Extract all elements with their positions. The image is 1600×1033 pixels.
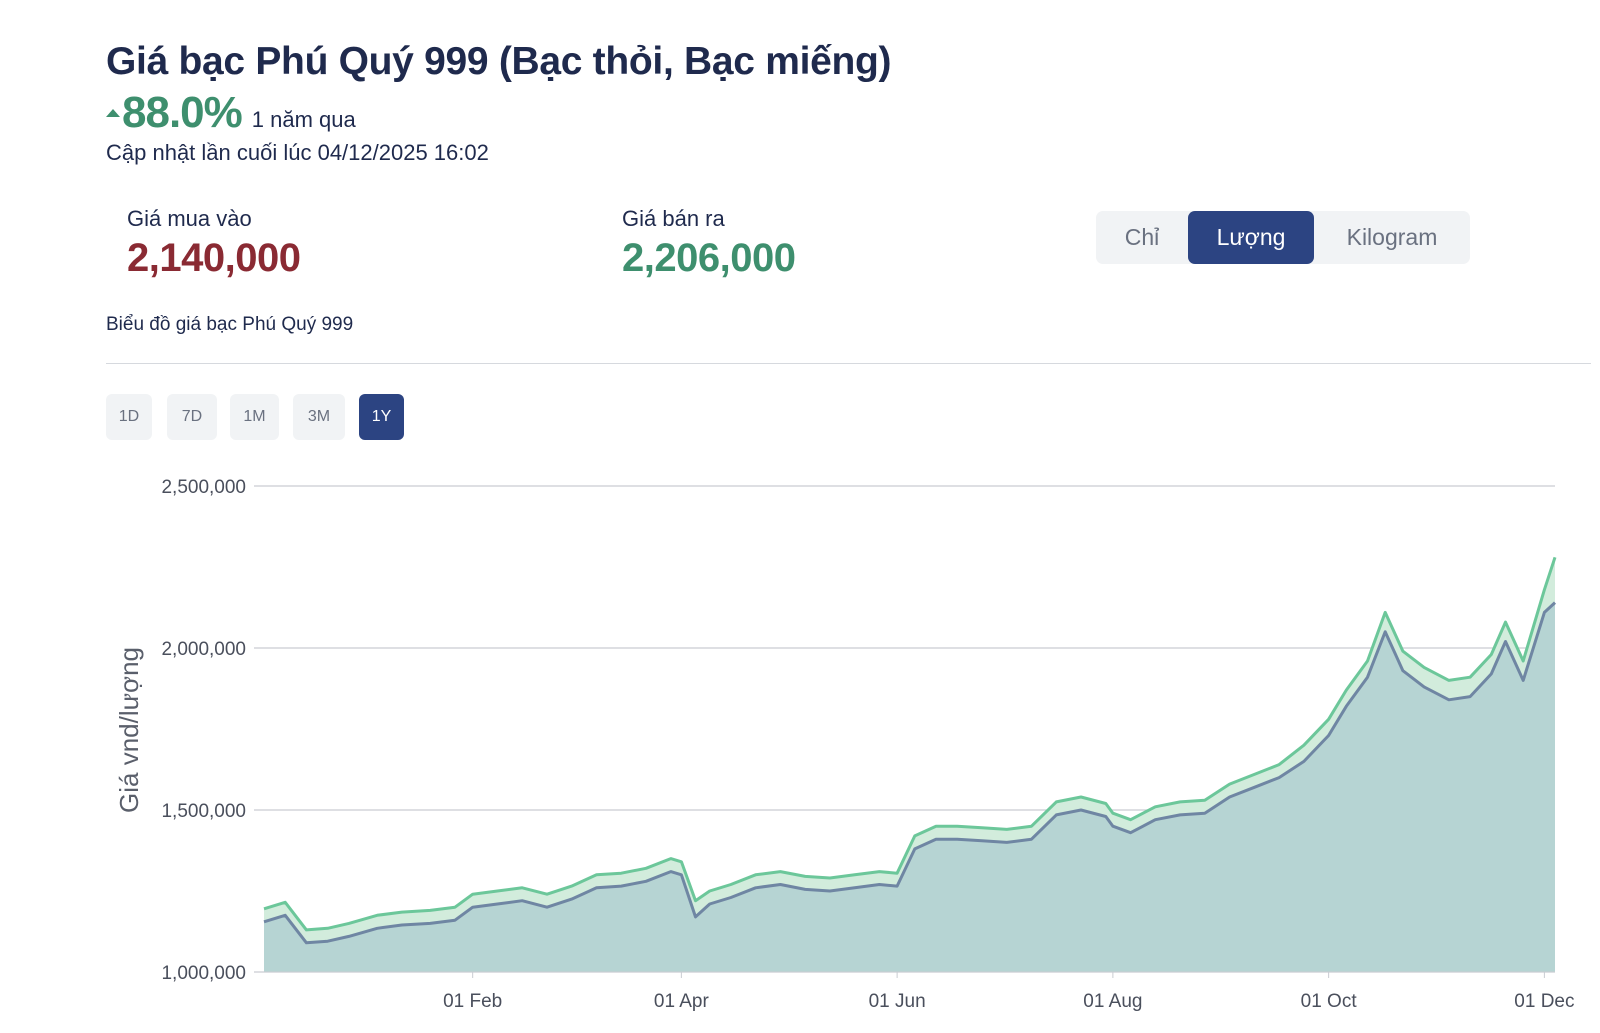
- price-change: 88.0% 1 năm qua: [106, 88, 356, 138]
- chart-caption: Biểu đồ giá bạc Phú Quý 999: [106, 314, 354, 335]
- unit-button-chi[interactable]: Chỉ: [1096, 211, 1188, 264]
- triangle-up-icon: [106, 109, 120, 117]
- buy-price-area: [264, 602, 1555, 972]
- range-button-7d[interactable]: 7D: [167, 394, 217, 440]
- unit-toggle: Chỉ Lượng Kilogram: [1096, 211, 1470, 264]
- buy-price-line: [263, 601, 1557, 945]
- range-button-1m[interactable]: 1M: [230, 394, 279, 440]
- range-button-3m[interactable]: 3M: [293, 394, 345, 440]
- last-updated: Cập nhật lần cuối lúc 04/12/2025 16:02: [106, 140, 489, 165]
- unit-button-luong[interactable]: Lượng: [1188, 211, 1314, 264]
- y-tick-label: 2,500,000: [161, 477, 246, 498]
- x-tick-label: 01 Feb: [443, 991, 502, 1012]
- y-axis-label: Giá vnd/lượng: [114, 647, 144, 813]
- x-tick-label: 01 Aug: [1083, 991, 1142, 1012]
- y-tick-label: 1,000,000: [161, 963, 246, 984]
- page-title: Giá bạc Phú Quý 999 (Bạc thỏi, Bạc miếng…: [106, 40, 892, 83]
- x-tick-label: 01 Apr: [654, 991, 710, 1012]
- sell-price-label: Giá bán ra: [622, 206, 725, 231]
- y-tick-label: 2,000,000: [161, 639, 246, 660]
- x-tick-label: 01 Dec: [1514, 991, 1574, 1012]
- buy-price-value: 2,140,000: [127, 236, 301, 280]
- divider: [106, 363, 1591, 364]
- x-tick-label: 01 Jun: [869, 991, 926, 1012]
- sell-price-block: Giá bán ra 2,206,000: [622, 206, 796, 281]
- sell-price-value: 2,206,000: [622, 236, 796, 280]
- change-percent: 88.0%: [122, 88, 243, 137]
- sell-price-line: [263, 556, 1557, 932]
- y-tick-label: 1,500,000: [161, 801, 246, 822]
- buy-price-label: Giá mua vào: [127, 206, 252, 231]
- range-button-1y[interactable]: 1Y: [359, 394, 404, 440]
- change-period: 1 năm qua: [251, 107, 356, 132]
- range-button-1d[interactable]: 1D: [106, 394, 152, 440]
- unit-button-kilogram[interactable]: Kilogram: [1314, 211, 1470, 264]
- buy-price-block: Giá mua vào 2,140,000: [127, 206, 301, 281]
- x-tick-label: 01 Oct: [1301, 991, 1358, 1012]
